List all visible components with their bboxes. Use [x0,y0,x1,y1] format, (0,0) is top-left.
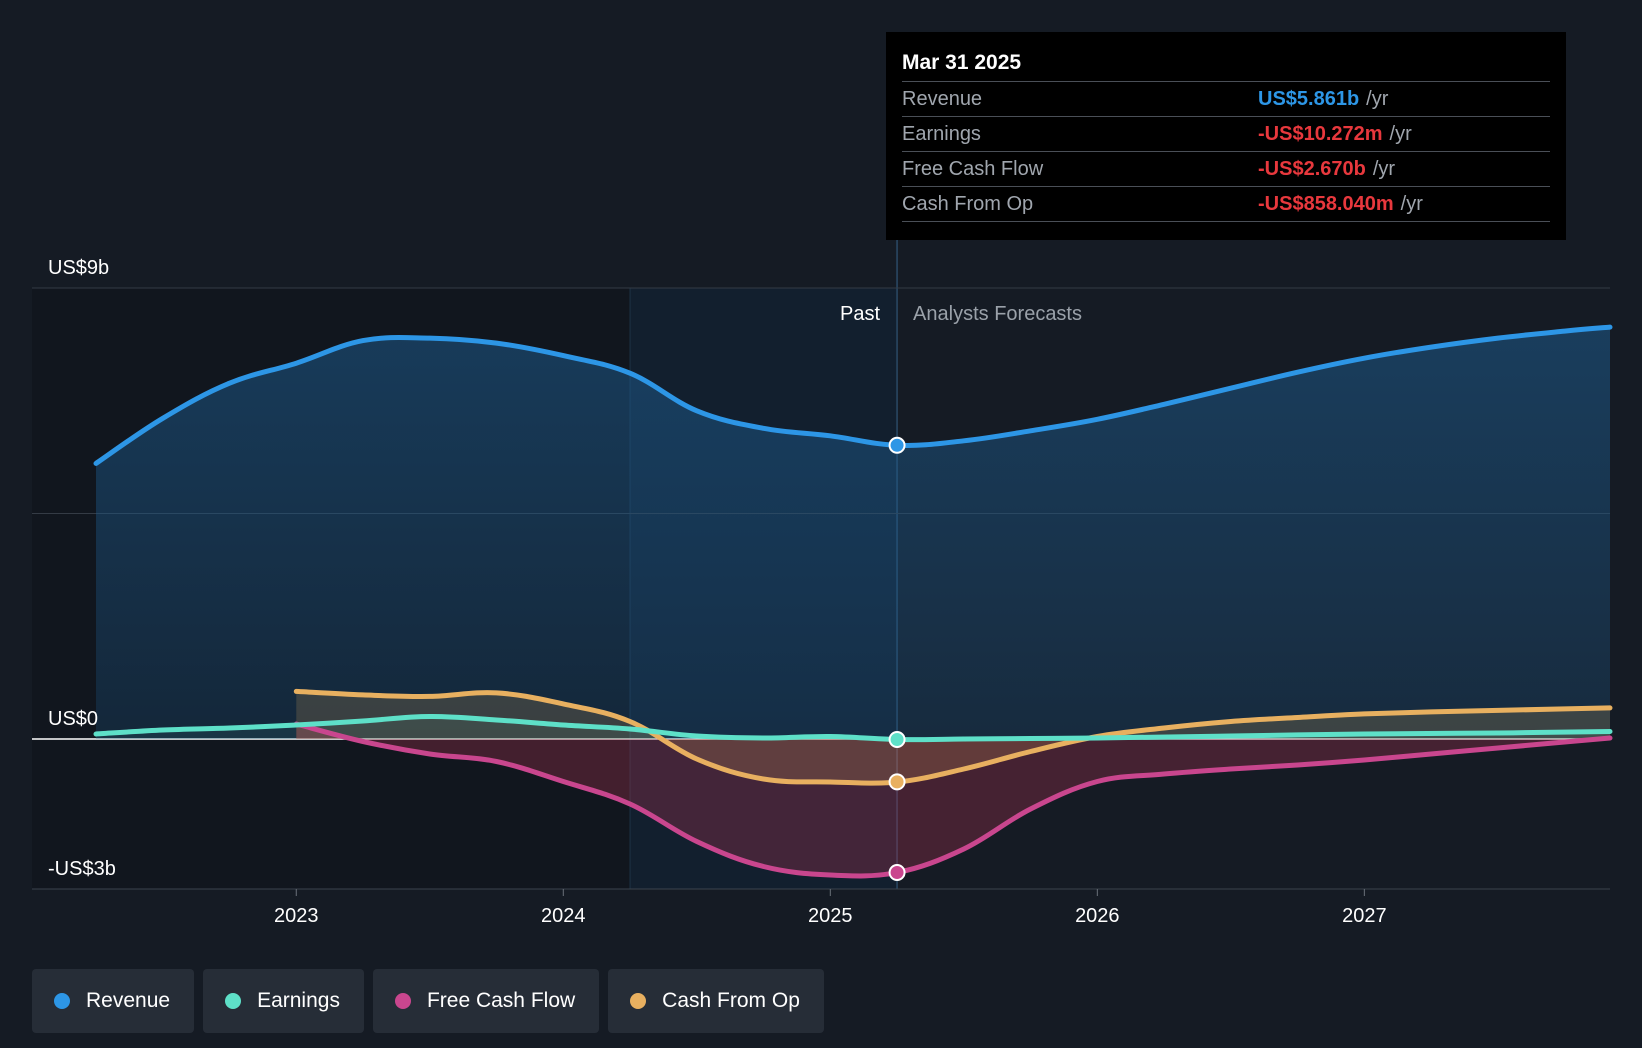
legend-label-free-cash-flow: Free Cash Flow [426,989,576,1012]
legend-dot-revenue [54,993,70,1009]
past-label: Past [840,303,880,325]
x-tick-label-2025: 2025 [808,905,853,927]
legend: Revenue Earnings Free Cash Flow Cash Fro… [32,969,824,1033]
x-tick-label-2023: 2023 [274,905,319,927]
tooltip-revenue-label: Revenue [902,88,983,110]
line-earnings [93,713,1613,743]
tooltip-row-revenue: Revenue US$5.861b /yr [902,81,1550,116]
tooltip-fcf-unit: /yr [1372,158,1396,180]
marker-earnings [888,731,906,749]
y-axis-label-us0: US$0 [48,708,98,730]
x-tick-label-2024: 2024 [541,905,586,927]
area-earnings [96,716,1610,740]
tooltip-earnings-unit: /yr [1389,123,1412,145]
line-revenue [93,324,1613,466]
area-revenue [96,327,1610,739]
tooltip-cfo-label: Cash From Op [902,193,1034,215]
tooltip-row-earnings: Earnings -US$10.272m /yr [902,116,1550,151]
forecast-label: Analysts Forecasts [913,303,1082,325]
line-cash-from-op [293,688,1613,786]
legend-item-earnings[interactable]: Earnings [203,969,364,1033]
legend-label-cash-from-op: Cash From Op [662,989,800,1012]
legend-dot-cash-from-op [630,993,647,1009]
tooltip-revenue-value: US$5.861b [1258,88,1360,110]
tooltip-earnings-value: -US$10.272m [1258,123,1383,145]
tooltip-earnings-label: Earnings [902,123,981,145]
tooltip-fcf-label: Free Cash Flow [902,158,1044,180]
legend-item-cash-from-op[interactable]: Cash From Op [608,969,824,1033]
marker-revenue [888,436,906,454]
x-tick-label-2026: 2026 [1075,905,1120,927]
tooltip-row-free-cash-flow: Free Cash Flow -US$2.670b /yr [902,151,1550,186]
marker-cash-from-op [888,773,906,791]
tooltip-cfo-value: -US$858.040m [1258,193,1394,215]
y-axis-label--us3b: -US$3b [48,858,116,880]
y-axis-label-us9b: US$9b [48,257,109,279]
line-free-cash-flow [293,721,1613,879]
legend-item-free-cash-flow[interactable]: Free Cash Flow [372,969,600,1033]
tooltip: Mar 31 2025 Revenue US$5.861b /yr Earnin… [886,32,1566,240]
tooltip-fcf-value: -US$2.670b [1258,158,1366,180]
legend-dot-free-cash-flow [394,993,411,1009]
area-free-cash-flow [296,724,1610,876]
tooltip-row-cash-from-op: Cash From Op -US$858.040m /yr [902,186,1550,222]
tooltip-cfo-unit: /yr [1400,193,1423,215]
legend-item-revenue[interactable]: Revenue [32,969,195,1033]
marker-free-cash-flow [888,864,906,881]
area-cash-from-op [296,691,1610,784]
legend-label-revenue: Revenue [86,989,171,1012]
x-tick-label-2027: 2027 [1342,905,1387,927]
legend-label-earnings: Earnings [257,989,340,1012]
tooltip-revenue-unit: /yr [1366,88,1389,110]
legend-dot-earnings [225,993,242,1009]
tooltip-date: Mar 31 2025 [902,51,1022,74]
